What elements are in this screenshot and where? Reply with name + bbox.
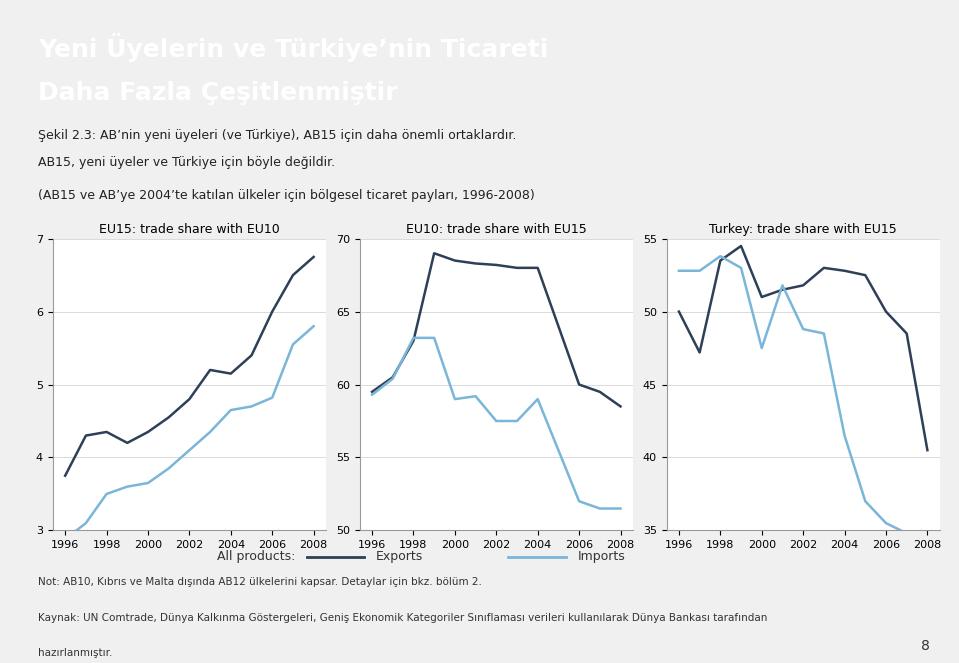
Text: Imports: Imports xyxy=(577,550,625,564)
Text: Kaynak: UN Comtrade, Dünya Kalkınma Göstergeleri, Geniş Ekonomik Kategoriler Sın: Kaynak: UN Comtrade, Dünya Kalkınma Göst… xyxy=(38,613,768,623)
Text: (AB15 ve AB’ye 2004’te katılan ülkeler için bölgesel ticaret payları, 1996-2008): (AB15 ve AB’ye 2004’te katılan ülkeler i… xyxy=(38,189,535,202)
Text: AB15, yeni üyeler ve Türkiye için böyle değildir.: AB15, yeni üyeler ve Türkiye için böyle … xyxy=(38,156,336,170)
Text: 8: 8 xyxy=(922,638,930,653)
Title: EU15: trade share with EU10: EU15: trade share with EU10 xyxy=(99,223,280,236)
Text: Exports: Exports xyxy=(376,550,423,564)
Title: EU10: trade share with EU15: EU10: trade share with EU15 xyxy=(406,223,587,236)
Text: Daha Fazla Çeşitlenmiştir: Daha Fazla Çeşitlenmiştir xyxy=(38,81,398,105)
Text: Not: AB10, Kıbrıs ve Malta dışında AB12 ülkelerini kapsar. Detaylar için bkz. bö: Not: AB10, Kıbrıs ve Malta dışında AB12 … xyxy=(38,577,482,587)
Title: Turkey: trade share with EU15: Turkey: trade share with EU15 xyxy=(710,223,897,236)
Text: Şekil 2.3: AB’nin yeni üyeleri (ve Türkiye), AB15 için daha önemli ortaklardır.: Şekil 2.3: AB’nin yeni üyeleri (ve Türki… xyxy=(38,129,517,142)
Text: Yeni Üyelerin ve Türkiye’nin Ticareti: Yeni Üyelerin ve Türkiye’nin Ticareti xyxy=(38,33,549,62)
Text: All products:: All products: xyxy=(217,550,295,564)
Text: hazırlanmıştır.: hazırlanmıştır. xyxy=(38,648,113,658)
